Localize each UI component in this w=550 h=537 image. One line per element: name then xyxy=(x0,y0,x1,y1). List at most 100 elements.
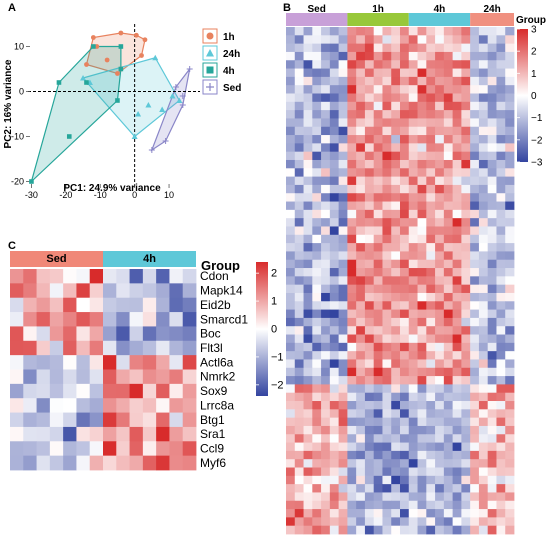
heatmap-cell xyxy=(505,434,515,443)
heatmap-cell xyxy=(356,35,366,45)
heatmap-cell xyxy=(478,143,489,153)
heatmap-cell xyxy=(303,184,313,194)
heatmap-cell xyxy=(435,525,445,535)
heatmap-cell xyxy=(373,135,383,144)
heatmap-cell xyxy=(312,201,322,211)
heatmap-cell xyxy=(400,459,410,468)
hull-4h xyxy=(30,45,122,184)
heatmap-cell xyxy=(400,525,410,535)
heatmap-cell xyxy=(347,509,357,518)
heatmap-cell xyxy=(382,376,392,385)
heatmap-cell xyxy=(338,110,348,119)
heatmap-cell xyxy=(356,251,366,261)
heatmap-cell xyxy=(487,60,497,69)
heatmap-cell xyxy=(182,455,197,471)
heatmap-cell xyxy=(338,334,348,344)
heatmap-cell xyxy=(356,209,366,219)
heatmap-cell xyxy=(382,184,392,194)
heatmap-cell xyxy=(364,292,375,302)
heatmap-cell xyxy=(478,168,489,178)
heatmap-cell xyxy=(452,68,462,78)
heatmap-cell xyxy=(142,441,157,457)
heatmap-cell xyxy=(496,500,506,510)
heatmap-cell xyxy=(408,484,418,493)
heatmap-cell xyxy=(505,500,515,510)
heatmap-cell xyxy=(400,218,410,227)
heatmap-cell xyxy=(391,218,401,227)
row-label: Flt3l xyxy=(200,341,223,355)
heatmap-cell xyxy=(312,417,322,427)
heatmap-cell xyxy=(286,409,296,419)
heatmap-cell xyxy=(478,409,489,419)
heatmap-cell xyxy=(461,467,471,477)
heatmap-cell xyxy=(391,234,401,244)
heatmap-cell xyxy=(338,126,348,136)
heatmap-cell xyxy=(303,43,313,53)
heatmap-cell xyxy=(426,234,436,244)
heatmap-cell xyxy=(408,459,418,468)
heatmap-cell xyxy=(373,392,383,402)
heatmap-cell xyxy=(303,251,313,261)
heatmap-cell xyxy=(356,417,366,427)
heatmap-cell xyxy=(391,176,401,186)
heatmap-cell xyxy=(487,292,497,302)
heatmap-c-color-scale: 210−1−2 xyxy=(256,262,284,396)
heatmap-cell xyxy=(364,110,375,119)
heatmap-cell xyxy=(443,243,454,252)
heatmap-cell xyxy=(294,409,304,419)
heatmap-cell xyxy=(129,412,144,428)
heatmap-cell xyxy=(286,450,296,460)
heatmap-cell xyxy=(487,43,497,53)
heatmap-cell xyxy=(303,376,313,385)
heatmap-cell xyxy=(329,226,340,236)
heatmap-cell xyxy=(373,417,383,427)
heatmap-cell xyxy=(373,509,383,518)
heatmap-cell xyxy=(294,342,304,352)
heatmap-cell xyxy=(400,209,410,219)
heatmap-cell xyxy=(294,126,304,136)
heatmap-cell xyxy=(435,268,445,277)
heatmap-cell xyxy=(391,384,401,394)
heatmap-cell xyxy=(36,398,51,413)
heatmap-cell xyxy=(321,467,331,477)
heatmap-cell xyxy=(426,76,436,86)
heatmap-cell xyxy=(417,193,427,202)
heatmap-cell xyxy=(382,384,392,394)
heatmap-cell xyxy=(364,176,375,186)
heatmap-cell xyxy=(329,509,340,518)
heatmap-cell xyxy=(408,168,418,178)
heatmap-cell xyxy=(478,276,489,286)
heatmap-cell xyxy=(400,68,410,78)
heatmap-cell xyxy=(435,292,445,302)
heatmap-cell xyxy=(408,243,418,252)
heatmap-cell xyxy=(452,459,462,468)
heatmap-cell xyxy=(89,269,104,284)
heatmap-cell xyxy=(382,226,392,236)
heatmap-cell xyxy=(364,101,375,111)
heatmap-cell xyxy=(338,193,348,202)
heatmap-cell xyxy=(169,441,184,457)
heatmap-cell xyxy=(338,484,348,493)
heatmap-cell xyxy=(294,292,304,302)
heatmap-cell xyxy=(338,525,348,535)
heatmap-cell xyxy=(312,525,322,535)
heatmap-cell xyxy=(461,85,471,94)
heatmap-cell xyxy=(294,101,304,111)
heatmap-cell xyxy=(408,342,418,352)
heatmap-cell xyxy=(129,269,144,284)
heatmap-cell xyxy=(321,384,331,394)
heatmap-cell xyxy=(487,85,497,94)
heatmap-cell xyxy=(364,376,375,385)
heatmap-cell xyxy=(294,392,304,402)
heatmap-cell xyxy=(470,284,480,294)
heatmap-cell xyxy=(286,110,296,119)
heatmap-cell xyxy=(286,492,296,502)
heatmap-cell xyxy=(294,442,304,452)
heatmap-cell xyxy=(461,309,471,319)
heatmap-cell xyxy=(23,383,37,399)
heatmap-cell xyxy=(303,135,313,144)
heatmap-cell xyxy=(312,243,322,252)
heatmap-cell xyxy=(478,243,489,252)
heatmap-cell xyxy=(356,43,366,53)
